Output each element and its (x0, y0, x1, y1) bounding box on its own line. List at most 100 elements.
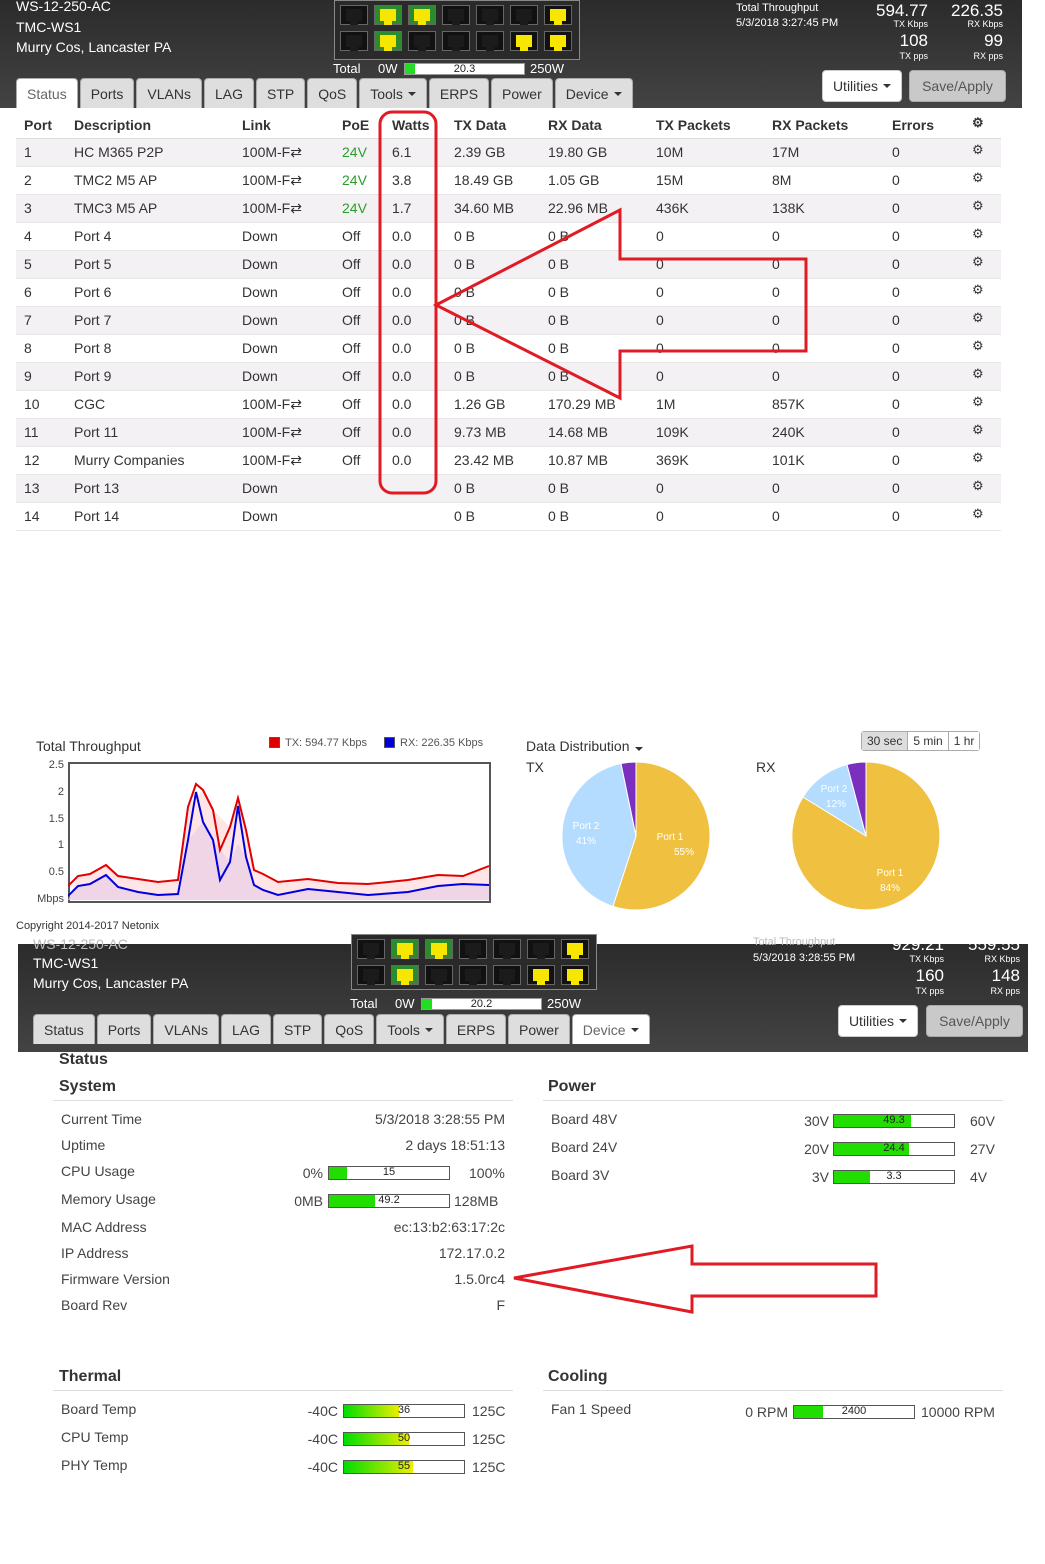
row-settings-button[interactable] (964, 306, 1001, 335)
column-header[interactable]: RX Data (540, 112, 648, 139)
port-light[interactable] (476, 31, 504, 51)
tab-stp[interactable]: STP (272, 1014, 323, 1044)
tab-device[interactable]: Device (571, 1014, 650, 1044)
column-header[interactable]: Errors (884, 112, 964, 139)
tab-erps[interactable]: ERPS (428, 78, 490, 108)
row-settings-button[interactable] (964, 250, 1001, 279)
row-settings-button[interactable] (964, 474, 1001, 503)
tab-ports[interactable]: Ports (96, 1014, 152, 1044)
row-settings-button[interactable] (964, 334, 1001, 363)
port-light[interactable] (527, 965, 555, 985)
port-light[interactable] (493, 965, 521, 985)
column-header[interactable]: Port (16, 112, 66, 139)
port-light[interactable] (374, 5, 402, 25)
port-light[interactable] (442, 31, 470, 51)
table-row[interactable]: 1 HC M365 P2P 100M-F⇄ 24V 6.1 2.39 GB 19.80 GB… (16, 138, 1001, 167)
row-settings-button[interactable] (964, 278, 1001, 307)
row-settings-button[interactable] (964, 222, 1001, 251)
time-1hr-button[interactable]: 1 hr (948, 732, 980, 750)
save-apply-button[interactable]: Save/Apply (926, 1005, 1023, 1037)
settings-header[interactable] (964, 112, 1001, 139)
row-settings-button[interactable] (964, 390, 1001, 419)
column-header[interactable]: Link (234, 112, 334, 139)
save-apply-button[interactable]: Save/Apply (909, 70, 1006, 102)
port-light[interactable] (391, 939, 419, 959)
cell-tx-packets: 369K (648, 446, 764, 475)
table-row[interactable]: 12 Murry Companies 100M-F⇄ Off 0.0 23.42 MB 10… (16, 446, 1001, 475)
column-header[interactable]: TX Data (446, 112, 540, 139)
row-settings-button[interactable] (964, 446, 1001, 475)
port-light[interactable] (527, 939, 555, 959)
tx-kbps-label: TX Kbps (909, 954, 944, 964)
tab-status[interactable]: Status (33, 1014, 95, 1044)
tab-vlans[interactable]: VLANs (153, 1014, 219, 1044)
port-light[interactable] (510, 31, 538, 51)
power-usage-bar: 20.2 (421, 998, 542, 1010)
utilities-button[interactable]: Utilities (838, 1005, 918, 1037)
tab-qos[interactable]: QoS (307, 78, 358, 108)
table-row[interactable]: 3 TMC3 M5 AP 100M-F⇄ 24V 1.7 34.60 MB 22.96 MB… (16, 194, 1001, 223)
port-light[interactable] (476, 5, 504, 25)
row-settings-button[interactable] (964, 194, 1001, 223)
tab-tools[interactable]: Tools (376, 1014, 444, 1044)
port-light[interactable] (391, 965, 419, 985)
tab-tools[interactable]: Tools (359, 78, 427, 108)
tab-stp[interactable]: STP (255, 78, 306, 108)
tab-ports[interactable]: Ports (79, 78, 135, 108)
tab-power[interactable]: Power (508, 1014, 570, 1044)
tab-lag[interactable]: LAG (203, 78, 254, 108)
port-light[interactable] (374, 31, 402, 51)
utilities-button[interactable]: Utilities (822, 70, 902, 102)
cell-rx-data: 0 B (540, 334, 648, 363)
data-distribution-dropdown[interactable]: Data Distribution (526, 738, 643, 754)
port-light[interactable] (340, 31, 368, 51)
row-settings-button[interactable] (964, 362, 1001, 391)
table-row[interactable]: 2 TMC2 M5 AP 100M-F⇄ 24V 3.8 18.49 GB 1.05 GB 1… (16, 166, 1001, 195)
port-light[interactable] (561, 939, 589, 959)
column-header[interactable]: RX Packets (764, 112, 884, 139)
port-light[interactable] (544, 31, 572, 51)
column-header[interactable]: Watts (384, 112, 446, 139)
table-row[interactable]: 10 CGC 100M-F⇄ Off 0.0 1.26 GB 170.29 MB 1M 857K… (16, 390, 1001, 419)
port-light[interactable] (442, 5, 470, 25)
port-light[interactable] (357, 965, 385, 985)
tab-power[interactable]: Power (491, 78, 553, 108)
port-light[interactable] (510, 5, 538, 25)
port-light[interactable] (425, 939, 453, 959)
tab-qos[interactable]: QoS (324, 1014, 375, 1044)
port-light[interactable] (459, 965, 487, 985)
time-30sec-button[interactable]: 30 sec (862, 732, 909, 750)
port-light[interactable] (408, 31, 436, 51)
column-header[interactable]: TX Packets (648, 112, 764, 139)
row-settings-button[interactable] (964, 418, 1001, 447)
row-settings-button[interactable] (964, 502, 1001, 531)
column-header[interactable]: Description (66, 112, 234, 139)
port-light[interactable] (544, 5, 572, 25)
port-light[interactable] (425, 965, 453, 985)
port-light[interactable] (340, 5, 368, 25)
tab-erps[interactable]: ERPS (445, 1014, 507, 1044)
tab-device[interactable]: Device (554, 78, 633, 108)
port-light[interactable] (357, 939, 385, 959)
port-light[interactable] (408, 5, 436, 25)
port-light[interactable] (561, 965, 589, 985)
tab-vlans[interactable]: VLANs (136, 78, 202, 108)
tab-status[interactable]: Status (16, 78, 78, 108)
cell-errors: 0 (884, 418, 964, 447)
column-header[interactable]: PoE (334, 112, 384, 139)
row-settings-button[interactable] (964, 166, 1001, 195)
tab-lag[interactable]: LAG (220, 1014, 271, 1044)
time-5min-button[interactable]: 5 min (908, 732, 949, 750)
port-light[interactable] (493, 939, 521, 959)
table-row[interactable]: 11 Port 11 100M-F⇄ Off 0.0 9.73 MB 14.68 MB 109… (16, 418, 1001, 447)
row-settings-button[interactable] (964, 138, 1001, 167)
port-light[interactable] (459, 939, 487, 959)
